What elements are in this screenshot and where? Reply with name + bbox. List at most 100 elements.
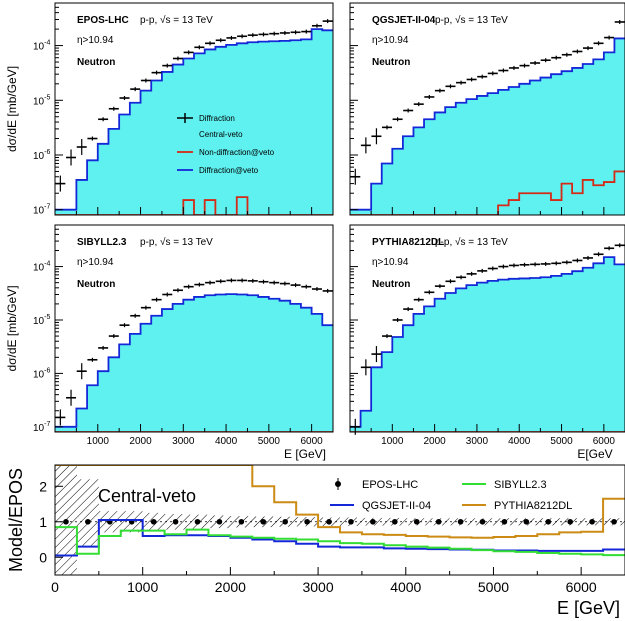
central-veto-fill [55,294,333,432]
y-axis-title: dσ/dE [mb/GeV] [5,285,19,371]
epos-ratio-point [304,518,310,525]
legend-central-veto-swatch [175,127,195,139]
ratio-annotation: Central-veto [98,486,196,506]
ratio-x-axis-title: E [GeV] [557,598,620,618]
ratio-legend-label: PYTHIA8212DL [494,500,572,512]
x-tick-label: 3000 [172,436,195,447]
x-tick-label: 1000 [381,436,404,447]
model-label: SIBYLL2.3 [77,237,127,248]
y-tick-label: 10-6 [33,367,50,380]
diffraction-veto-line [55,293,333,428]
ratio-line-sibyll2.3 [55,526,625,557]
ratio-y-tick-label: 0 [39,549,47,565]
epos-ratio-point [85,518,91,525]
epos-ratio-point [370,518,376,525]
epos-ratio-point [589,518,595,525]
panel-top-right [349,2,625,216]
ratio-y-tick-label: 2 [39,478,47,494]
ratio-legend-label: EPOS-LHC [362,479,418,491]
panel-ratio [54,464,625,576]
eta-label: η>10.94 [372,257,409,268]
x-tick-label: 5000 [258,436,281,447]
x-tick-label: 6000 [300,436,323,447]
epos-ratio-point [479,518,486,525]
epos-ratio-point [545,518,552,525]
particle-label: Neutron [77,279,115,290]
ratio-x-tick-label: 4000 [390,579,421,595]
y-tick-label: 10-6 [33,149,50,162]
x-tick-label: 3000 [466,436,489,447]
x-tick-label: 2000 [129,436,152,447]
y-tick-label: 10-5 [33,94,50,107]
legend-label: Diffraction@veto [199,166,259,175]
y-tick-exponent: -7 [44,204,50,211]
epos-ratio-point [216,518,223,525]
eta-label: η>10.94 [77,257,114,268]
ratio-x-tick-label: 1000 [127,579,158,595]
ratio-y-axis-title: Model/EPOS [6,468,26,572]
ratio-x-tick-label: 0 [51,579,59,595]
ratio-legend-label: SIBYLL2.3 [494,479,547,491]
ratio-x-tick-label: 6000 [566,579,597,595]
epos-ratio-point [194,518,201,525]
ratio-x-tick-label: 3000 [302,579,333,595]
model-label: EPOS-LHC [77,15,129,26]
x-tick-label: 4000 [508,436,531,447]
eta-label: η>10.94 [77,35,114,46]
legend-label: Non-diffraction@veto [199,148,275,157]
model-label: QGSJET-II-04 [372,15,436,26]
epos-ratio-point [326,518,332,525]
particle-label: Neutron [372,57,410,68]
y-tick-label: 10-5 [33,314,50,327]
panel-top-left [54,2,334,216]
y-tick-exponent: -4 [44,261,50,268]
particle-label: Neutron [372,279,410,290]
epos-ratio-point [501,518,508,525]
ratio-line-pythia8212dl [55,465,625,539]
collision-label: p-p, √s = 13 TeV [435,236,508,248]
x-tick-label: 4000 [215,436,238,447]
y-tick-exponent: -6 [44,367,50,374]
panel-mid-right [349,224,625,435]
epos-uncertainty-band [55,465,625,575]
collision-label: p-p, √s = 13 TeV [435,14,508,26]
epos-ratio-point [392,518,398,525]
y-tick-label: 10-7 [33,204,50,217]
x-axis-title: E[GeV [577,447,612,461]
x-tick-label: 2000 [423,436,446,447]
epos-ratio-point [435,518,442,525]
x-tick-label: 5000 [550,436,573,447]
y-tick-exponent: -5 [44,314,50,321]
y-tick-label: 10-4 [33,40,50,53]
particle-label: Neutron [77,57,115,68]
non-diffraction-veto-line [350,170,625,215]
model-label: PYTHIA8212DL [372,237,444,248]
y-axis-title: dσ/dE [mb/GeV] [5,66,19,152]
panel-mid-left [54,224,334,433]
diffraction-veto-line [55,28,333,211]
legend-label: Diffraction [199,114,235,123]
y-tick-label: 10-4 [33,261,50,274]
diffraction-veto-line [350,256,625,428]
x-tick-label: 6000 [593,436,616,447]
ratio-y-tick-label: 1 [39,514,47,530]
collision-label: p-p, √s = 13 TeV [140,14,213,26]
central-veto-fill [350,38,625,215]
epos-ratio-point [150,518,157,525]
x-axis-title: E [GeV] [284,447,326,461]
ratio-x-tick-label: 2000 [215,579,246,595]
legend-label: Central-veto [199,130,243,139]
central-veto-fill [350,257,625,432]
epos-ratio-point [260,518,267,525]
ratio-frame [54,464,625,576]
ratio-legend-label: QGSJET-II-04 [362,500,431,512]
x-tick-label: 1000 [87,436,110,447]
diffraction-veto-line [350,37,625,211]
collision-label: p-p, √s = 13 TeV [140,236,213,248]
epos-ratio-point [611,518,617,525]
y-tick-exponent: -5 [44,94,50,101]
y-tick-exponent: -6 [44,149,50,156]
y-tick-label: 10-7 [33,421,50,434]
ratio-x-tick-label: 5000 [478,579,509,595]
